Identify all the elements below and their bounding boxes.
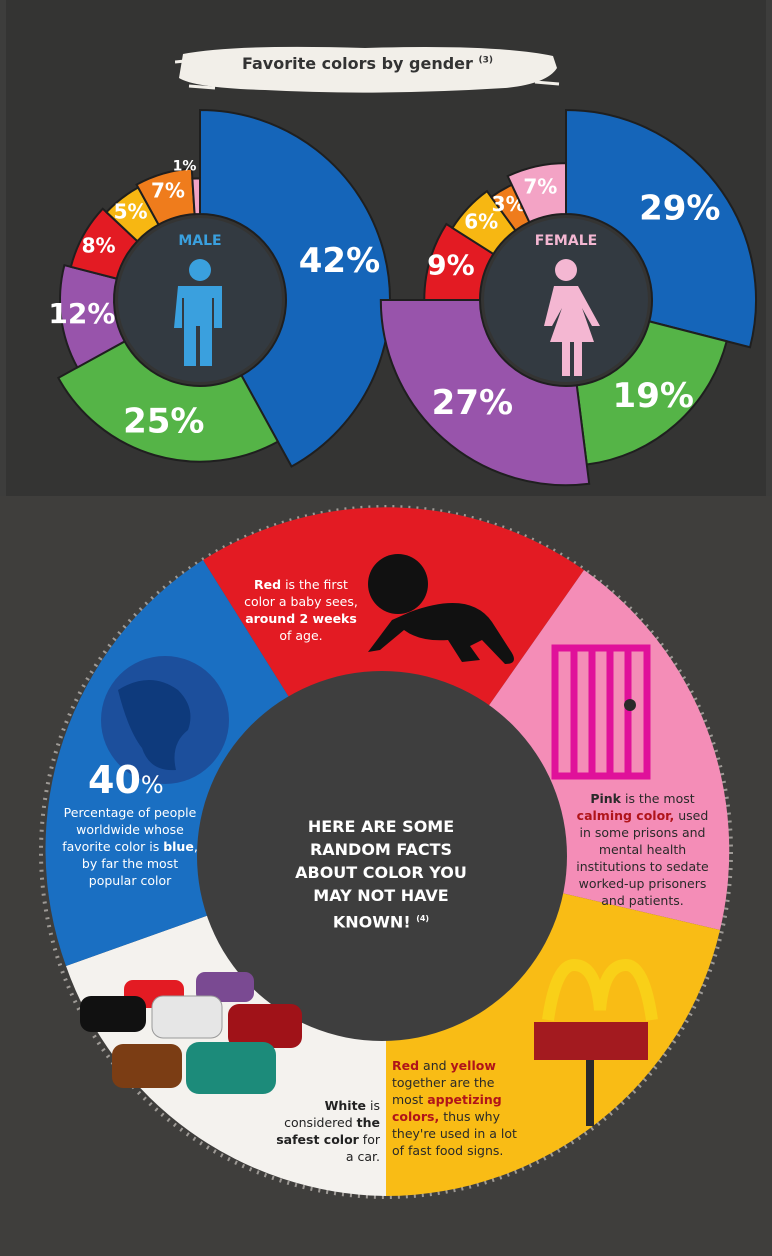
slice-label: 5% [114,200,148,224]
donut-slice [506,162,567,224]
fact-white-text: White is considered the safest color for… [276,1098,380,1164]
male-donut-chart: 42% 25% 12% 8% 5%7% 1% MALE [48,108,391,468]
donut-slice [565,108,757,349]
female-person-icon [544,259,600,376]
donut-slice [135,167,196,226]
slice-label: 7% [523,174,557,198]
donut-slice [56,340,280,463]
donut-slice [575,320,728,466]
donut-slice [379,299,591,487]
fact-blue-text: Percentage of people worldwide whose fav… [62,805,198,888]
fact-pink-text: Pink is the most calming color, used in … [576,791,709,908]
chart-title: Favorite colors by gender (3) [241,54,493,73]
fact-red-text: Red is the first color a baby sees, arou… [244,577,358,643]
cars-icon [80,972,302,1094]
wheel-rough-edge [39,505,733,1199]
fast-food-sign-icon [534,958,658,1126]
blue-stat: 40% [88,758,164,802]
donut-slice [191,177,201,216]
male-person-icon [174,259,222,366]
wheel-center-text: HERE ARE SOME RANDOM FACTS ABOUT COLOR Y… [295,817,467,932]
slice-label: 29% [639,189,720,229]
globe-icon [101,656,229,784]
lock-icon [624,699,636,711]
slice-label: 27% [432,383,513,423]
donut-center-label: MALE [178,233,221,249]
slice-label: 25% [123,402,204,442]
fact-yellow-text: Red and yellow together are the most app… [392,1058,517,1158]
prison-bars-icon [551,644,651,780]
slice-label: 6% [464,209,498,233]
slice-label: 9% [427,249,475,282]
female-donut-chart: 29%19%27%9%6%3%7%FEMALE [379,108,757,487]
slice-label: 19% [613,376,694,416]
donut-center-label: FEMALE [535,233,597,249]
wheel-center [197,671,567,1041]
donut-slice [199,108,391,468]
baby-icon [368,554,514,664]
slice-label: 1% [173,158,197,174]
donut-slice [59,263,126,369]
slice-label: 8% [82,233,116,257]
slice-label: 42% [299,241,380,281]
slice-label: 12% [48,297,115,330]
title-brush-stroke [175,46,560,93]
slice-label: 7% [151,179,185,203]
gender-donut-charts: 42%25%12%8%5%7%1%MALE 29%19%27%9%6%3%7%F… [48,108,757,487]
